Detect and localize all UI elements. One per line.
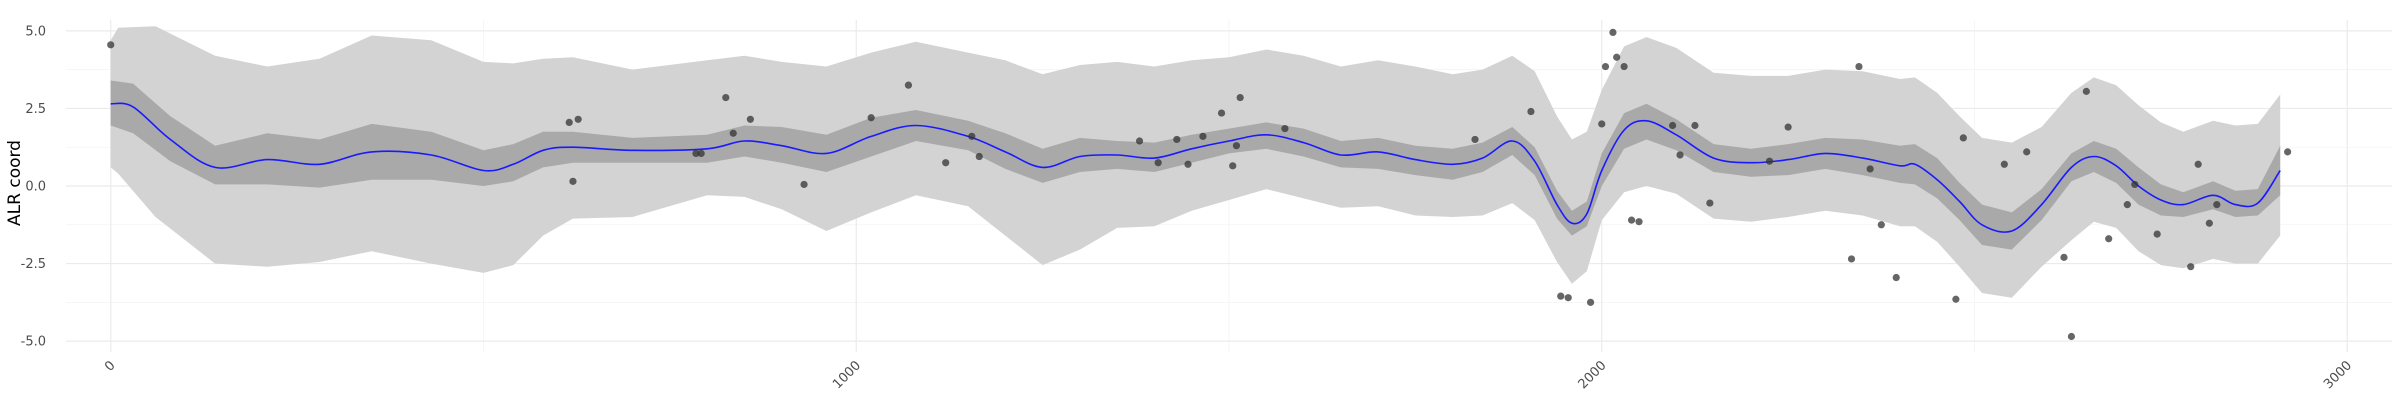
data-point xyxy=(1135,137,1144,145)
data-point xyxy=(1866,165,1874,173)
data-point xyxy=(1668,121,1677,130)
data-point xyxy=(2194,160,2202,168)
y-tick-label: 2.5 xyxy=(25,102,46,117)
data-point xyxy=(975,152,983,161)
data-point xyxy=(1232,142,1241,150)
data-point xyxy=(1527,107,1535,116)
data-point xyxy=(1586,298,1595,306)
y-tick-label: -5.0 xyxy=(21,335,46,350)
data-point xyxy=(2205,219,2213,227)
data-point xyxy=(1706,199,1714,207)
data-point xyxy=(1471,135,1479,144)
data-point xyxy=(2284,148,2292,156)
data-point xyxy=(2213,201,2221,209)
points-group xyxy=(107,28,2292,341)
mean-line xyxy=(110,102,2281,233)
data-point xyxy=(2131,180,2139,189)
data-point xyxy=(1154,159,1162,167)
data-point xyxy=(904,81,913,89)
data-point xyxy=(1229,162,1237,170)
data-point xyxy=(1877,221,1885,229)
data-point xyxy=(692,149,700,158)
data-point xyxy=(1609,28,1617,37)
data-point xyxy=(1952,295,1960,303)
mean-line-group xyxy=(110,102,2281,233)
data-point xyxy=(2000,160,2008,168)
data-point xyxy=(729,129,737,137)
data-point xyxy=(722,93,730,102)
data-point xyxy=(2153,230,2161,238)
confidence-bands xyxy=(110,26,2281,298)
y-tick-label: 0.0 xyxy=(25,180,46,195)
inner-confidence-band xyxy=(110,80,2281,250)
y-tick-label: -2.5 xyxy=(21,257,46,272)
data-point xyxy=(107,41,115,49)
data-point xyxy=(2023,148,2031,156)
data-point xyxy=(1564,294,1572,302)
data-point xyxy=(1173,135,1181,144)
data-point xyxy=(574,115,582,123)
data-point xyxy=(1847,255,1856,263)
data-point xyxy=(1184,160,1192,168)
data-point xyxy=(2067,332,2076,341)
data-point xyxy=(569,177,577,185)
data-point xyxy=(1676,151,1684,159)
y-axis-title: ALR coord xyxy=(5,140,25,226)
data-point xyxy=(565,118,573,126)
data-point xyxy=(942,159,950,167)
data-point xyxy=(1855,62,1863,71)
data-point xyxy=(2123,201,2131,209)
outer-confidence-band xyxy=(110,26,2281,298)
data-point xyxy=(1557,292,1565,300)
data-point xyxy=(1601,62,1610,71)
data-point xyxy=(968,132,976,140)
data-point xyxy=(1784,123,1792,131)
data-point xyxy=(2060,253,2068,261)
data-point xyxy=(1627,216,1636,224)
data-point xyxy=(1236,93,1244,102)
data-point xyxy=(1691,121,1699,130)
data-point xyxy=(1281,124,1289,133)
y-tick-labels: -5.0 -2.5 0.0 2.5 5.0 xyxy=(21,24,46,349)
data-point xyxy=(1620,62,1628,71)
data-point xyxy=(2082,87,2090,95)
data-point xyxy=(1217,109,1226,117)
data-point xyxy=(2105,235,2113,243)
data-point xyxy=(1598,120,1606,128)
data-point xyxy=(1199,132,1207,140)
data-point xyxy=(1613,53,1621,61)
y-tick-label: 5.0 xyxy=(25,24,46,39)
data-point xyxy=(746,115,754,123)
data-point xyxy=(1765,157,1774,165)
data-point xyxy=(1959,134,1967,142)
data-point xyxy=(1635,218,1643,226)
data-point xyxy=(867,114,875,122)
data-point xyxy=(1892,273,1900,282)
data-point xyxy=(800,180,808,189)
data-point xyxy=(697,149,705,158)
data-point xyxy=(2187,263,2195,271)
